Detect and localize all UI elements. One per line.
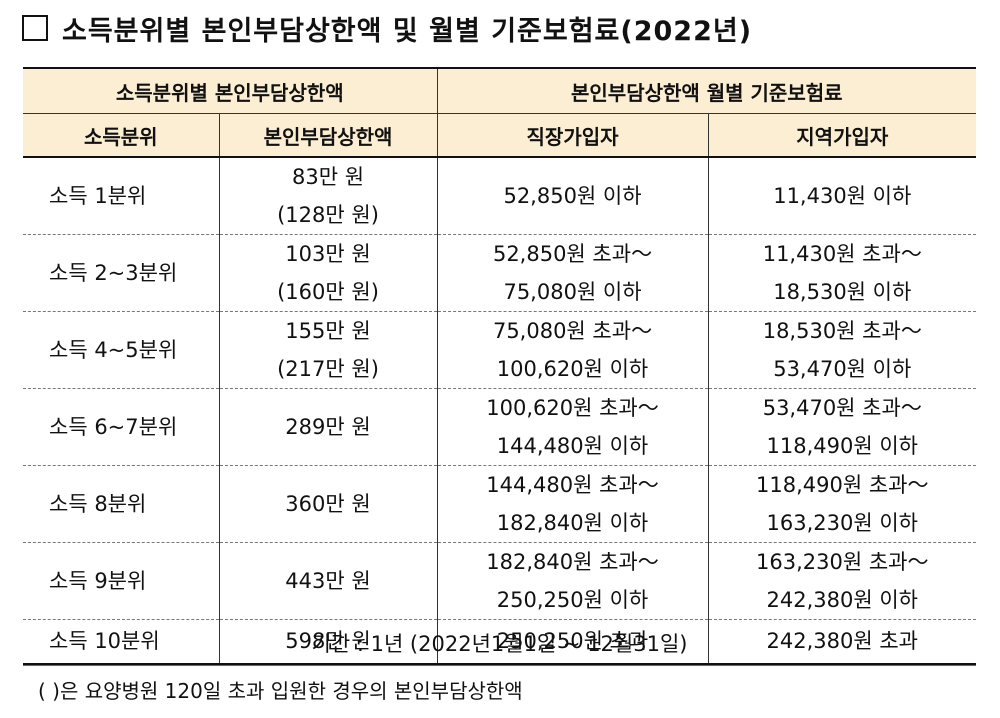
table-row: 소득 2~3분위 103만 원 (160만 원) 52,850원 초과～ 75,080원… [23, 234, 977, 312]
regional-range-line: 53,470원 초과～ [762, 396, 922, 420]
header-regional: 지역가입자 [707, 113, 977, 158]
cap-amount: 155만 원 [285, 319, 371, 343]
regional-cell: 11,430원 초과～ 18,530원 이하 [707, 234, 977, 312]
regional-range-line: 242,380원 이하 [766, 588, 918, 612]
page-title: 소득분위별 본인부담상한액 및 월별 기준보험료(2022년) [22, 8, 752, 48]
employee-range-line: 52,850원 이하 [503, 184, 642, 208]
regional-cell: 11,430원 이하 [707, 157, 977, 235]
regional-range-line: 242,380원 초과 [766, 629, 918, 654]
regional-range-line: 118,490원 이하 [766, 434, 918, 458]
employee-range-line: 100,620원 초과～ [486, 396, 659, 420]
cap-cell: 103만 원 (160만 원) [218, 234, 438, 312]
header-employee: 직장가입자 [436, 113, 709, 158]
bracket-cell: 소득 2~3분위 [23, 234, 220, 312]
header-group-right: 본인부담상한액 월별 기준보험료 [436, 68, 977, 114]
header-group-left: 소득분위별 본인부담상한액 [23, 68, 438, 114]
employee-cell: 52,850원 이하 [436, 157, 709, 235]
cap-cell: 598만 원 [218, 619, 438, 665]
header-cap: 본인부담상한액 [218, 113, 438, 158]
employee-range-line: 182,840원 초과～ [486, 550, 659, 574]
cap-note: (128만 원) [277, 203, 379, 227]
cap-cell: 360만 원 [218, 465, 438, 543]
bracket-cell: 소득 8분위 [23, 465, 220, 543]
title-text: 소득분위별 본인부담상한액 및 월별 기준보험료(2022년) [62, 15, 753, 47]
bracket-cell: 소득 1분위 [23, 157, 220, 235]
employee-range-line: 182,840원 이하 [496, 511, 649, 535]
employee-cell: 75,080원 초과～ 100,620원 이하 [436, 311, 709, 389]
cap-cell: 155만 원 (217만 원) [218, 311, 438, 389]
regional-cell: 18,530원 초과～ 53,470원 이하 [707, 311, 977, 389]
bracket-cell: 소득 6~7분위 [23, 388, 220, 466]
employee-cell: 182,840원 초과～ 250,250원 이하 [436, 542, 709, 620]
cap-amount: 360만 원 [285, 492, 371, 516]
employee-range-line: 75,080원 이하 [503, 280, 642, 304]
table-row: 소득 10분위 598만 원 250,250원 초과 242,380원 초과 [23, 619, 977, 665]
table-row: 소득 1분위 83만 원 (128만 원) 52,850원 이하 11,430원 이하 [23, 157, 977, 235]
regional-range-line: 18,530원 초과～ [762, 319, 922, 343]
cap-amount: 103만 원 [285, 242, 371, 266]
cap-cell: 443만 원 [218, 542, 438, 620]
employee-range-line: 250,250원 초과 [496, 629, 649, 654]
regional-range-line: 118,490원 초과～ [756, 473, 929, 497]
footnote: ( )은 요양병원 120일 초과 입원한 경우의 본인부담상한액 [38, 678, 523, 703]
table-row: 소득 4~5분위 155만 원 (217만 원) 75,080원 초과～ 100,620… [23, 311, 977, 389]
cap-note: (160만 원) [277, 280, 379, 304]
regional-cell: 53,470원 초과～ 118,490원 이하 [707, 388, 977, 466]
cap-amount: 83만 원 [291, 165, 365, 189]
regional-range-line: 11,430원 초과～ [762, 242, 922, 266]
regional-range-line: 18,530원 이하 [773, 280, 912, 304]
regional-range-line: 163,230원 초과～ [756, 550, 929, 574]
cap-amount: 598만 원 [285, 629, 371, 654]
cap-amount: 289만 원 [285, 415, 371, 439]
employee-cell: 100,620원 초과～ 144,480원 이하 [436, 388, 709, 466]
employee-cell: 144,480원 초과～ 182,840원 이하 [436, 465, 709, 543]
period-note: 기간 : 1년 (2022년1월1일 ~ 12월31일) [23, 621, 976, 666]
regional-cell: 118,490원 초과～ 163,230원 이하 [707, 465, 977, 543]
cap-cell: 83만 원 (128만 원) [218, 157, 438, 235]
table-row: 소득 9분위 443만 원 182,840원 초과～ 250,250원 이하 163,2… [23, 542, 977, 620]
bracket-cell: 소득 9분위 [23, 542, 220, 620]
employee-range-line: 75,080원 초과～ [492, 319, 653, 343]
header-bracket: 소득분위 [23, 113, 220, 158]
regional-cell: 242,380원 초과 [707, 619, 977, 665]
employee-range-line: 250,250원 이하 [496, 588, 649, 612]
table-row: 소득 8분위 360만 원 144,480원 초과～ 182,840원 이하 118,4… [23, 465, 977, 543]
regional-range-line: 53,470원 이하 [773, 357, 912, 381]
employee-cell: 52,850원 초과～ 75,080원 이하 [436, 234, 709, 312]
regional-range-line: 11,430원 이하 [773, 184, 912, 208]
regional-range-line: 163,230원 이하 [766, 511, 918, 535]
checkbox-square-icon [22, 15, 48, 41]
cap-note: (217만 원) [277, 357, 379, 381]
premium-table: 소득분위별 본인부담상한액 본인부담상한액 월별 기준보험료 소득분위 본인부담… [23, 67, 977, 665]
cap-amount: 443만 원 [285, 569, 371, 593]
employee-range-line: 100,620원 이하 [496, 357, 649, 381]
bracket-cell: 소득 4~5분위 [23, 311, 220, 389]
table-body: 소득 1분위 83만 원 (128만 원) 52,850원 이하 11,430원 이하 소… [23, 157, 977, 665]
bracket-cell: 소득 10분위 [23, 619, 220, 665]
table-row: 소득 6~7분위 289만 원 100,620원 초과～ 144,480원 이하 53,… [23, 388, 977, 466]
employee-range-line: 144,480원 초과～ [486, 473, 659, 497]
cap-cell: 289만 원 [218, 388, 438, 466]
regional-cell: 163,230원 초과～ 242,380원 이하 [707, 542, 977, 620]
employee-range-line: 52,850원 초과～ [492, 242, 653, 266]
employee-range-line: 144,480원 이하 [496, 434, 649, 458]
